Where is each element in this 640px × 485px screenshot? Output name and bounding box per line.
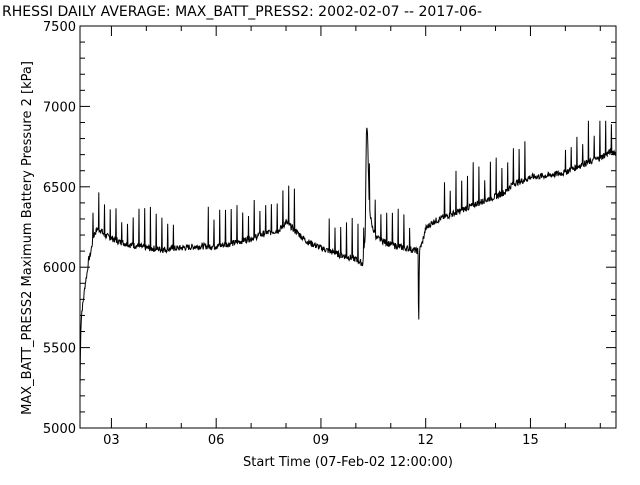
- x-tick-label: 12: [417, 433, 434, 448]
- y-tick-label: 5500: [43, 342, 76, 357]
- y-axis: 5000 5500 6000 6500 7000 7500: [43, 20, 616, 437]
- y-axis-label: MAX_BATT_PRESS2 Maximum Battery Pressure…: [20, 61, 35, 415]
- y-tick-label: 6500: [43, 181, 76, 196]
- x-axis-label: Start Time (07-Feb-02 12:00:00): [243, 455, 453, 470]
- series-layer: [79, 120, 617, 387]
- plot-frame: [79, 25, 617, 429]
- x-tick-label: 06: [208, 433, 225, 448]
- y-tick-label: 7000: [43, 100, 76, 115]
- y-tick-label: 7500: [43, 20, 76, 35]
- x-tick-label: 03: [103, 433, 120, 448]
- x-tick-label: 15: [522, 433, 539, 448]
- y-tick-label: 5000: [43, 422, 76, 437]
- chart-title: RHESSI DAILY AVERAGE: MAX_BATT_PRESS2: 2…: [2, 4, 482, 20]
- series-line: [79, 120, 617, 387]
- x-axis: 03 06 09 12 15: [103, 26, 601, 448]
- y-tick-label: 6000: [43, 261, 76, 276]
- x-tick-label: 09: [313, 433, 330, 448]
